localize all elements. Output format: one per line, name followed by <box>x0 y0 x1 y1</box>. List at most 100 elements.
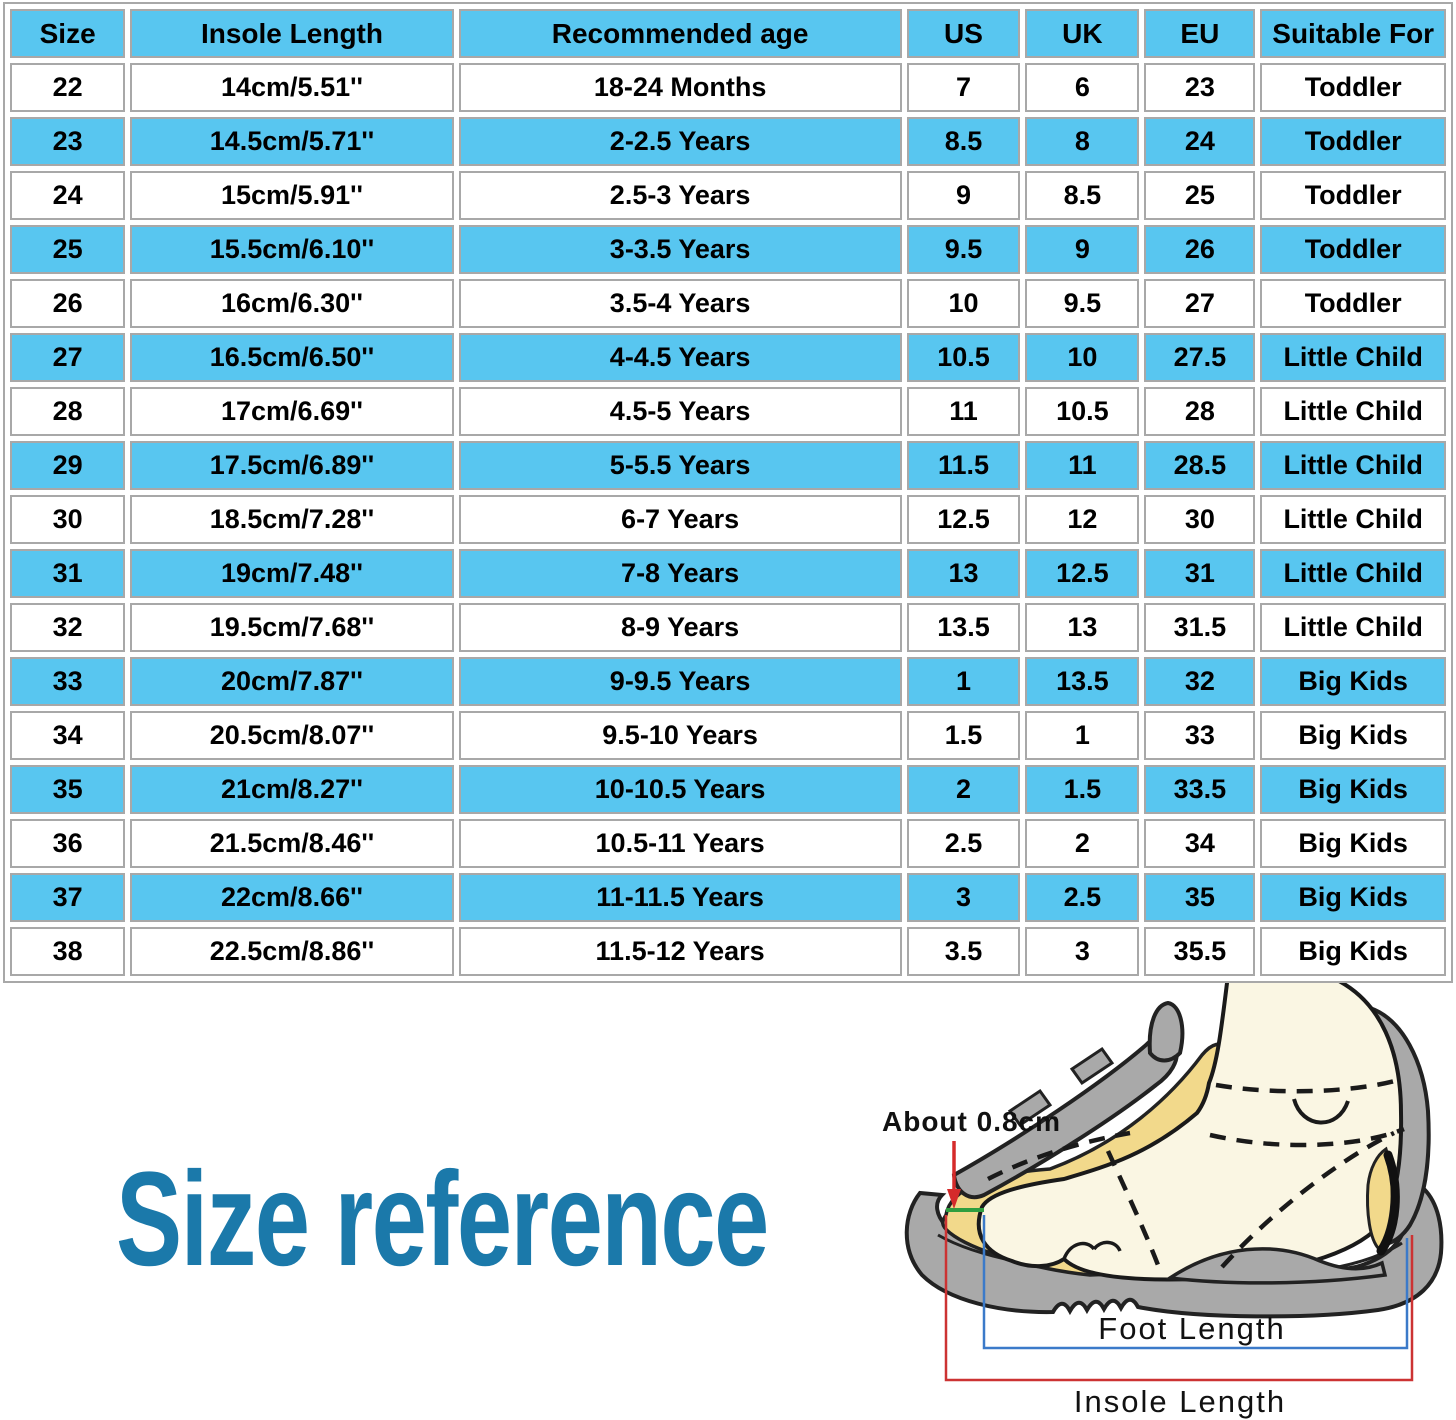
table-cell: 9.5 <box>906 225 1021 274</box>
table-cell: 11 <box>906 387 1021 436</box>
table-cell: Big Kids <box>1260 927 1446 976</box>
table-cell: 2 <box>906 765 1021 814</box>
table-row: 22 14cm/5.51'' 18-24 Months 7 6 23 Toddler <box>10 63 1446 112</box>
table-cell: 10.5 <box>1025 387 1140 436</box>
table-cell: 23 <box>10 117 126 166</box>
column-header: Suitable For <box>1260 9 1446 58</box>
table-cell: 38 <box>10 927 126 976</box>
table-cell: 8-9 Years <box>458 603 902 652</box>
table-cell: 17cm/6.69'' <box>130 387 454 436</box>
foot <box>976 983 1404 1282</box>
table-row: 26 16cm/6.30'' 3.5-4 Years 10 9.5 27 Toddler <box>10 279 1446 328</box>
table-cell: 23 <box>1144 63 1256 112</box>
table-row: 38 22.5cm/8.86'' 11.5-12 Years 3.5 3 35.5 Big … <box>10 927 1446 976</box>
table-cell: 8 <box>1025 117 1140 166</box>
table-cell: Little Child <box>1260 387 1446 436</box>
strap-flap-tip <box>1147 1000 1185 1063</box>
table-cell: 16.5cm/6.50'' <box>130 333 454 382</box>
gap-label: About 0.8cm <box>882 1106 1061 1137</box>
table-cell: 30 <box>10 495 126 544</box>
table-row: 32 19.5cm/7.68'' 8-9 Years 13.5 13 31.5 Little… <box>10 603 1446 652</box>
table-cell: 6 <box>1025 63 1140 112</box>
table-cell: 1.5 <box>1025 765 1140 814</box>
table-row: 24 15cm/5.91'' 2.5-3 Years 9 8.5 25 Toddler <box>10 171 1446 220</box>
table-cell: 33.5 <box>1144 765 1256 814</box>
table-row: 29 17.5cm/6.89'' 5-5.5 Years 11.5 11 28.5 Litt… <box>10 441 1446 490</box>
table-cell: 15.5cm/6.10'' <box>130 225 454 274</box>
header-row: Size Insole Length Recommended age US UK EU Su… <box>10 9 1446 58</box>
table-cell: 7-8 Years <box>458 549 902 598</box>
table-cell: 19cm/7.48'' <box>130 549 454 598</box>
shoe-measurement-diagram: About 0.8cm Foot Length Insole Length <box>882 983 1444 1419</box>
column-header: Recommended age <box>458 9 902 58</box>
size-chart-section: Size Insole Length Recommended age US UK EU Su… <box>3 2 1453 983</box>
toe-crease <box>1062 1240 1122 1260</box>
table-cell: 31 <box>10 549 126 598</box>
column-header: Size <box>10 9 126 58</box>
foot-length-bracket <box>982 1215 1409 1350</box>
size-reference-title: Size reference <box>116 1145 769 1294</box>
table-cell: 3.5 <box>906 927 1021 976</box>
table-cell: 31 <box>1144 549 1256 598</box>
table-cell: 22cm/8.66'' <box>130 873 454 922</box>
table-cell: 16cm/6.30'' <box>130 279 454 328</box>
table-cell: 33 <box>10 657 126 706</box>
gap-arrow-head <box>947 1189 961 1209</box>
strap-buckle-tab <box>1007 1088 1053 1128</box>
table-cell: 29 <box>10 441 126 490</box>
table-cell: 8.5 <box>1025 171 1140 220</box>
table-cell: 34 <box>10 711 126 760</box>
insole-length-bracket <box>944 1215 1414 1382</box>
table-cell: 28 <box>1144 387 1256 436</box>
table-cell: 1.5 <box>906 711 1021 760</box>
table-cell: Toddler <box>1260 117 1446 166</box>
table-cell: 10 <box>906 279 1021 328</box>
table-cell: 11-11.5 Years <box>458 873 902 922</box>
table-row: 36 21.5cm/8.46'' 10.5-11 Years 2.5 2 34 Big Ki… <box>10 819 1446 868</box>
table-cell: 2 <box>1025 819 1140 868</box>
table-cell: 15cm/5.91'' <box>130 171 454 220</box>
table-cell: 11.5-12 Years <box>458 927 902 976</box>
table-cell: Toddler <box>1260 171 1446 220</box>
table-cell: 24 <box>1144 117 1256 166</box>
insole-length-label: Insole Length <box>1074 1384 1286 1419</box>
table-cell: 18.5cm/7.28'' <box>130 495 454 544</box>
table-cell: 10.5-11 Years <box>458 819 902 868</box>
heel-shadow <box>1376 1150 1400 1256</box>
table-cell: 35.5 <box>1144 927 1256 976</box>
table-cell: 3.5-4 Years <box>458 279 902 328</box>
table-row: 25 15.5cm/6.10'' 3-3.5 Years 9.5 9 26 Toddler <box>10 225 1446 274</box>
table-cell: 13 <box>906 549 1021 598</box>
table-cell: 1 <box>906 657 1021 706</box>
table-row: 23 14.5cm/5.71'' 2-2.5 Years 8.5 8 24 Toddler <box>10 117 1446 166</box>
table-cell: 20cm/7.87'' <box>130 657 454 706</box>
table-cell: 11.5 <box>906 441 1021 490</box>
table-cell: 9.5-10 Years <box>458 711 902 760</box>
column-header: US <box>906 9 1021 58</box>
table-cell: 28.5 <box>1144 441 1256 490</box>
bottom-section: Size reference <box>0 983 1456 1420</box>
table-cell: 13.5 <box>906 603 1021 652</box>
table-cell: Big Kids <box>1260 765 1446 814</box>
strap-buckle-tab-2 <box>1069 1046 1115 1086</box>
table-cell: 7 <box>906 63 1021 112</box>
table-cell: Little Child <box>1260 603 1446 652</box>
table-row: 35 21cm/8.27'' 10-10.5 Years 2 1.5 33.5 Big Ki… <box>10 765 1446 814</box>
table-cell: 25 <box>10 225 126 274</box>
table-cell: 27 <box>10 333 126 382</box>
table-cell: 21cm/8.27'' <box>130 765 454 814</box>
table-cell: 3 <box>906 873 1021 922</box>
table-cell: 2-2.5 Years <box>458 117 902 166</box>
table-cell: 14cm/5.51'' <box>130 63 454 112</box>
foot-length-label: Foot Length <box>1098 1311 1285 1346</box>
table-cell: 21.5cm/8.46'' <box>130 819 454 868</box>
table-cell: 5-5.5 Years <box>458 441 902 490</box>
table-row: 27 16.5cm/6.50'' 4-4.5 Years 10.5 10 27.5 Litt… <box>10 333 1446 382</box>
table-cell: Big Kids <box>1260 819 1446 868</box>
table-row: 30 18.5cm/7.28'' 6-7 Years 12.5 12 30 Little C… <box>10 495 1446 544</box>
table-cell: 24 <box>10 171 126 220</box>
table-cell: Little Child <box>1260 333 1446 382</box>
column-header: EU <box>1144 9 1256 58</box>
table-cell: Big Kids <box>1260 657 1446 706</box>
table-cell: 22 <box>10 63 126 112</box>
